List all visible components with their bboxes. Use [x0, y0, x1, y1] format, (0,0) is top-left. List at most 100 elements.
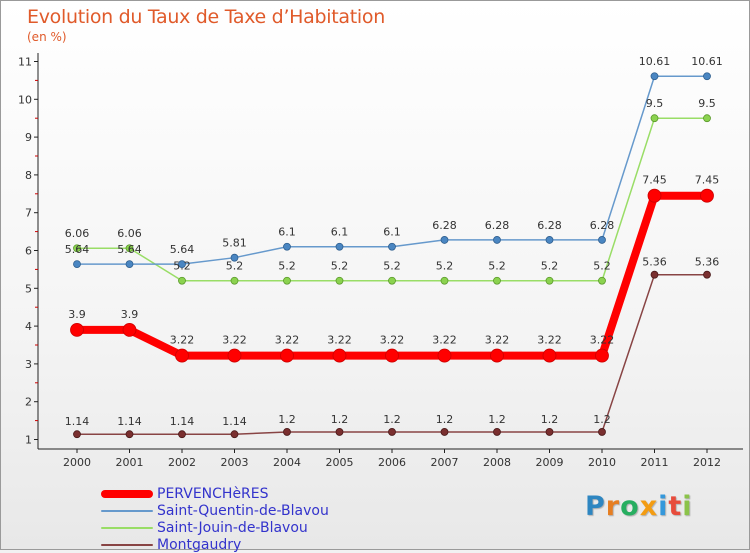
- data-label: 9.5: [698, 97, 716, 110]
- legend-swatch: [101, 509, 153, 512]
- y-tick-label: 5: [25, 282, 32, 295]
- data-point: [332, 348, 347, 363]
- data-label: 5.2: [278, 260, 296, 273]
- data-label: 5.36: [642, 256, 667, 269]
- data-label: 7.45: [642, 174, 667, 187]
- legend-item: Saint-Quentin-de-Blavou: [101, 502, 329, 519]
- line-chart: 1 2 3 4 5 6 7 8 9 10 11 2000 2001 2002 2003 2004 2005 200…: [18, 53, 743, 469]
- logo-letter: P: [585, 491, 606, 522]
- y-tick-label: 6: [25, 245, 32, 258]
- data-point: [440, 236, 449, 244]
- data-point: [493, 236, 501, 244]
- data-point: [283, 242, 291, 251]
- x-tick-label: 2000: [63, 456, 91, 469]
- data-point: [598, 236, 606, 244]
- data-label: 3.9: [121, 308, 139, 321]
- data-label: 1.2: [593, 413, 611, 426]
- data-label: 3.22: [275, 334, 300, 347]
- data-label: 5.2: [383, 260, 401, 273]
- legend-label: Saint-Jouin-de-Blavou: [157, 519, 308, 536]
- series-line-2: [77, 117, 707, 282]
- data-label: 1.14: [117, 415, 142, 428]
- data-label: 1.2: [278, 413, 296, 426]
- data-label: 1.14: [170, 415, 195, 428]
- legend-swatch: [101, 526, 153, 529]
- data-label: 3.22: [327, 334, 352, 347]
- legend-swatch: [101, 489, 153, 498]
- x-tick-label: 2012: [693, 456, 721, 469]
- data-label: 1.2: [383, 413, 401, 426]
- data-label: 6.1: [383, 226, 401, 239]
- legend-item: Montgaudry: [101, 536, 329, 553]
- y-tick-label: 2: [25, 396, 32, 409]
- data-point: [493, 276, 501, 285]
- data-point: [493, 428, 501, 436]
- data-label: 3.9: [68, 308, 86, 321]
- data-point: [388, 428, 396, 436]
- x-tick-label: 2003: [221, 456, 249, 469]
- data-label: 1.2: [488, 413, 506, 426]
- data-point: [598, 428, 606, 436]
- data-point: [542, 348, 557, 363]
- legend-label: Montgaudry: [157, 536, 242, 553]
- data-point: [122, 322, 137, 337]
- data-label: 10.61: [639, 55, 671, 68]
- data-point: [178, 260, 186, 269]
- data-label: 1.14: [222, 415, 247, 428]
- data-label: 1.2: [541, 413, 559, 426]
- data-label: 3.22: [170, 334, 195, 347]
- data-point: [647, 188, 662, 203]
- data-point: [545, 236, 554, 244]
- data-label: 3.22: [432, 334, 457, 347]
- data-point: [335, 428, 344, 436]
- x-tick-label: 2004: [273, 456, 301, 469]
- data-point: [545, 276, 554, 285]
- data-point: [280, 348, 294, 363]
- data-label: 5.64: [65, 243, 90, 256]
- data-point: [125, 260, 134, 269]
- logo-letter: o: [620, 491, 640, 522]
- x-tick-label: 2001: [116, 456, 144, 469]
- data-point: [545, 428, 554, 436]
- data-point: [230, 276, 239, 285]
- data-point: [175, 348, 189, 363]
- logo-letter: i: [682, 491, 693, 522]
- data-point: [73, 244, 81, 253]
- data-label: 6.06: [117, 227, 142, 240]
- data-label: 1.14: [65, 415, 90, 428]
- data-label: 9.5: [646, 97, 664, 110]
- y-tick-label: 11: [18, 56, 32, 69]
- chart-legend: PERVENCHèRES Saint-Quentin-de-Blavou Saint…: [101, 485, 329, 553]
- data-point: [385, 348, 399, 363]
- data-point: [703, 114, 711, 123]
- data-point: [125, 430, 134, 439]
- data-label: 6.1: [331, 226, 349, 239]
- x-tick-label: 2008: [483, 456, 511, 469]
- data-point: [283, 428, 291, 436]
- data-label: 6.28: [485, 219, 510, 232]
- data-point: [178, 430, 186, 439]
- data-label: 5.64: [117, 243, 142, 256]
- data-label: 5.2: [593, 260, 611, 273]
- data-label: 5.64: [170, 243, 195, 256]
- data-point: [440, 276, 449, 285]
- y-tick-label: 3: [25, 358, 32, 371]
- x-tick-label: 2002: [168, 456, 196, 469]
- y-tick-label: 7: [25, 207, 32, 220]
- data-label: 5.2: [541, 260, 559, 273]
- data-point: [73, 260, 81, 269]
- data-label: 6.1: [278, 226, 296, 239]
- data-point: [388, 276, 396, 285]
- data-point: [437, 348, 452, 363]
- proxiti-logo: Proxiti: [585, 491, 693, 522]
- data-label: 3.22: [485, 334, 510, 347]
- x-tick-label: 2009: [536, 456, 564, 469]
- data-label: 10.61: [691, 55, 723, 68]
- data-label: 6.28: [432, 219, 457, 232]
- data-label: 6.28: [590, 219, 615, 232]
- data-point: [700, 188, 714, 203]
- data-point: [440, 428, 449, 436]
- data-label: 5.2: [436, 260, 454, 273]
- data-label: 1.2: [331, 413, 349, 426]
